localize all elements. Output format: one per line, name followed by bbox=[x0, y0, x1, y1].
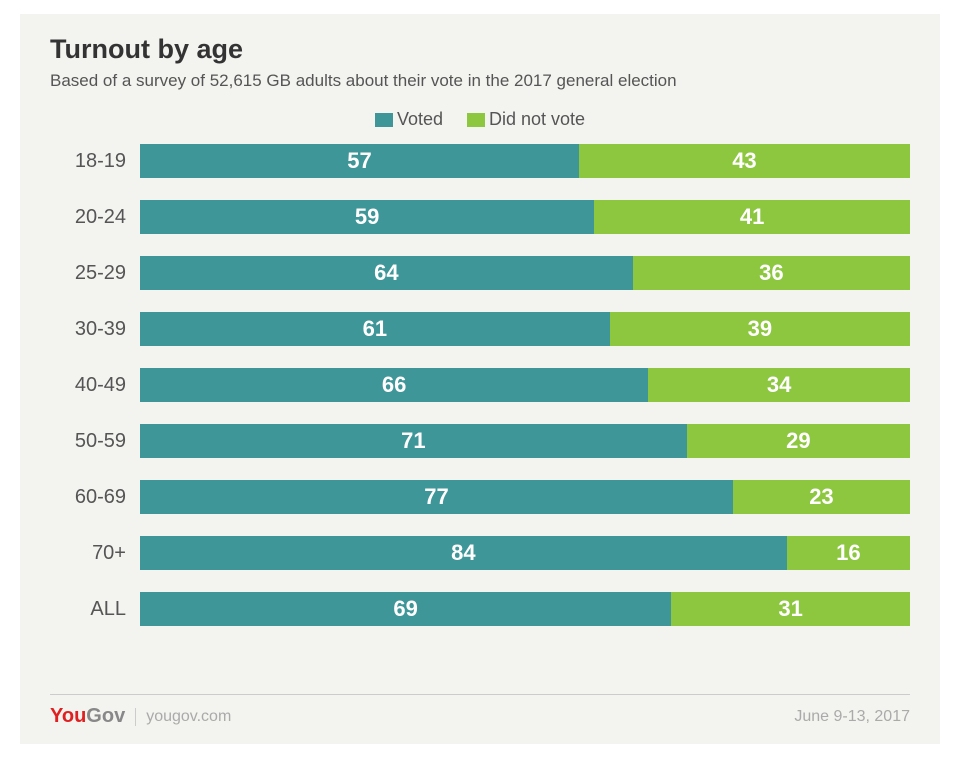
footer-left: YouGov yougov.com bbox=[50, 705, 231, 728]
legend-label-voted: Voted bbox=[397, 109, 443, 130]
bar-label: 70+ bbox=[50, 542, 140, 565]
legend-swatch-not-voted bbox=[467, 113, 485, 127]
bar-track: 6139 bbox=[140, 312, 910, 346]
legend-label-not-voted: Did not vote bbox=[489, 109, 585, 130]
bar-segment-voted: 64 bbox=[140, 256, 633, 290]
brand-logo: YouGov bbox=[50, 705, 125, 728]
bar-row: ALL6931 bbox=[50, 592, 910, 626]
bar-segment-not-voted: 41 bbox=[594, 200, 910, 234]
bar-segment-not-voted: 43 bbox=[579, 144, 910, 178]
bar-row: 50-597129 bbox=[50, 424, 910, 458]
chart-subtitle: Based of a survey of 52,615 GB adults ab… bbox=[50, 71, 910, 91]
footer: YouGov yougov.com June 9-13, 2017 bbox=[50, 694, 910, 728]
legend-item-voted: Voted bbox=[375, 109, 443, 130]
footer-site: yougov.com bbox=[146, 708, 231, 726]
bar-row: 30-396139 bbox=[50, 312, 910, 346]
bar-segment-not-voted: 29 bbox=[687, 424, 910, 458]
bar-row: 70+8416 bbox=[50, 536, 910, 570]
bar-label: 40-49 bbox=[50, 374, 140, 397]
chart-title: Turnout by age bbox=[50, 34, 910, 65]
bar-track: 6634 bbox=[140, 368, 910, 402]
bar-row: 60-697723 bbox=[50, 480, 910, 514]
brand-you: You bbox=[50, 705, 86, 727]
bar-track: 6436 bbox=[140, 256, 910, 290]
bar-label: ALL bbox=[50, 598, 140, 621]
bar-row: 20-245941 bbox=[50, 200, 910, 234]
bar-segment-voted: 71 bbox=[140, 424, 687, 458]
bar-track: 5743 bbox=[140, 144, 910, 178]
bars-area: 18-195743 20-245941 25-296436 30-396139 40-4… bbox=[50, 144, 910, 626]
bar-label: 60-69 bbox=[50, 486, 140, 509]
bar-row: 25-296436 bbox=[50, 256, 910, 290]
bar-label: 25-29 bbox=[50, 262, 140, 285]
bar-segment-voted: 69 bbox=[140, 592, 671, 626]
bar-row: 18-195743 bbox=[50, 144, 910, 178]
brand-gov: Gov bbox=[86, 705, 125, 727]
bar-track: 6931 bbox=[140, 592, 910, 626]
bar-label: 30-39 bbox=[50, 318, 140, 341]
chart-container: Turnout by age Based of a survey of 52,6… bbox=[20, 14, 940, 744]
bar-segment-voted: 57 bbox=[140, 144, 579, 178]
bar-segment-voted: 61 bbox=[140, 312, 610, 346]
legend: Voted Did not vote bbox=[50, 109, 910, 130]
bar-segment-not-voted: 31 bbox=[671, 592, 910, 626]
bar-segment-not-voted: 36 bbox=[633, 256, 910, 290]
bar-segment-voted: 84 bbox=[140, 536, 787, 570]
footer-date: June 9-13, 2017 bbox=[794, 708, 910, 726]
bar-track: 8416 bbox=[140, 536, 910, 570]
bar-segment-not-voted: 34 bbox=[648, 368, 910, 402]
bar-segment-voted: 77 bbox=[140, 480, 733, 514]
footer-divider bbox=[135, 708, 136, 726]
bar-segment-not-voted: 39 bbox=[610, 312, 910, 346]
bar-segment-not-voted: 16 bbox=[787, 536, 910, 570]
bar-segment-voted: 59 bbox=[140, 200, 594, 234]
bar-track: 7129 bbox=[140, 424, 910, 458]
legend-swatch-voted bbox=[375, 113, 393, 127]
bar-track: 7723 bbox=[140, 480, 910, 514]
bar-label: 20-24 bbox=[50, 206, 140, 229]
bar-segment-voted: 66 bbox=[140, 368, 648, 402]
bar-segment-not-voted: 23 bbox=[733, 480, 910, 514]
bar-label: 50-59 bbox=[50, 430, 140, 453]
legend-item-not-voted: Did not vote bbox=[467, 109, 585, 130]
bar-label: 18-19 bbox=[50, 150, 140, 173]
bar-row: 40-496634 bbox=[50, 368, 910, 402]
bar-track: 5941 bbox=[140, 200, 910, 234]
